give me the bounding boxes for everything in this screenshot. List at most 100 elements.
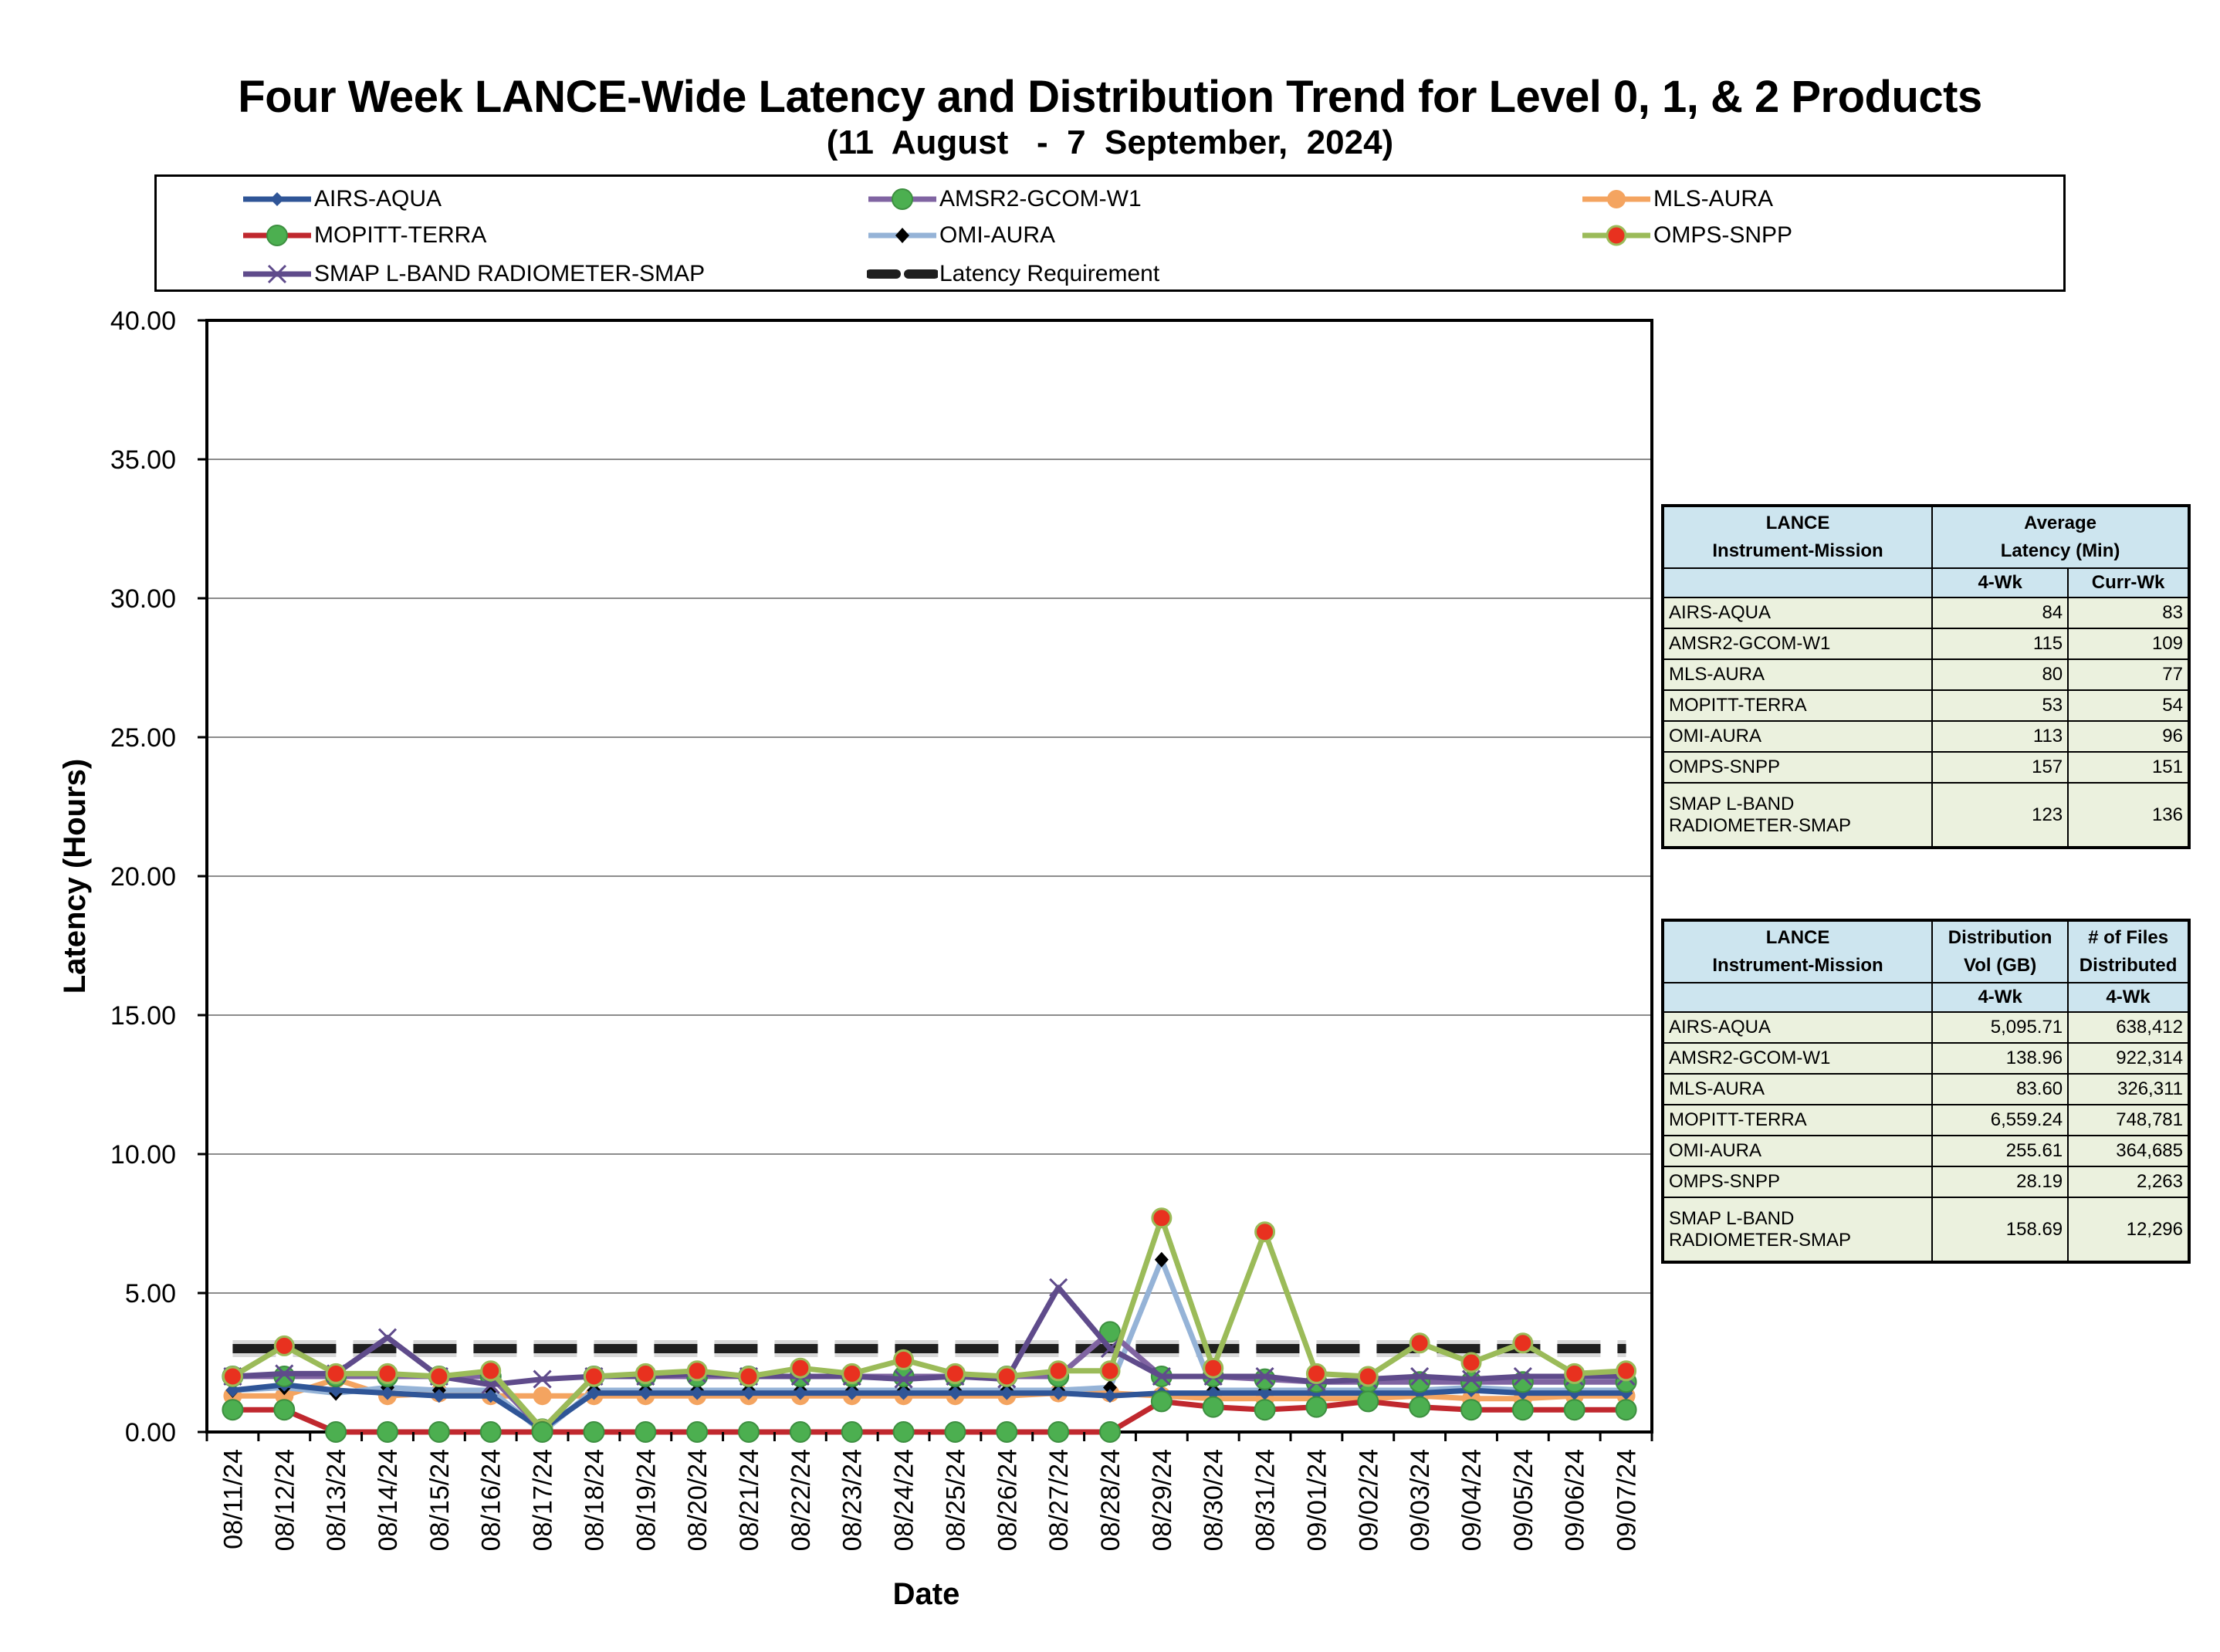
- data-point: [1409, 1332, 1430, 1354]
- latency-4wk: 115: [1931, 628, 2069, 660]
- header-mission: LANCE Instrument-Mission: [1661, 919, 1934, 983]
- legend-marker: [1606, 225, 1627, 246]
- data-point: [587, 1386, 601, 1400]
- data-point: [1563, 1399, 1585, 1421]
- data-point: [1257, 1386, 1272, 1400]
- y-tick-label: 20.00: [110, 862, 176, 892]
- header-text: Vol (GB): [1964, 955, 2037, 976]
- data-point: [790, 1357, 811, 1379]
- mission-name: AIRS-AQUA: [1661, 597, 1934, 629]
- distribution-vol: 158.69: [1931, 1197, 2069, 1263]
- legend-item: MLS-AURA: [1581, 184, 1773, 215]
- chart-legend: AIRS-AQUA AMSR2-GCOM-W1 MLS-AURA MOPITT-TER…: [154, 174, 2066, 292]
- data-point: [479, 1421, 502, 1443]
- x-tick-label: 08/23/24: [838, 1449, 868, 1551]
- data-point: [1461, 1369, 1481, 1389]
- legend-item: OMPS-SNPP: [1581, 220, 1792, 251]
- latency-4wk: 84: [1931, 597, 2069, 629]
- series-line: [231, 1215, 1626, 1432]
- y-tick-label: 5.00: [125, 1279, 176, 1308]
- subheader-vol: 4-Wk: [1931, 982, 2069, 1013]
- data-point: [1460, 1371, 1482, 1393]
- x-tick-label: 08/16/24: [477, 1449, 506, 1551]
- header-text: Distribution: [1948, 927, 2052, 948]
- table-row: AIRS-AQUA 84 83: [1661, 597, 2190, 629]
- y-axis-label: Latency (Hours): [58, 759, 92, 994]
- distribution-vol: 28.19: [1931, 1166, 2069, 1198]
- mission-name: MOPITT-TERRA: [1661, 689, 1934, 722]
- series-omps-snpp: [222, 1207, 1637, 1440]
- legend-item: SMAP L-BAND RADIOMETER-SMAP: [242, 259, 705, 289]
- mission-name: OMPS-SNPP: [1661, 1166, 1934, 1198]
- x-tick-label: 08/28/24: [1096, 1449, 1125, 1551]
- legend-label: OMPS-SNPP: [1653, 222, 1793, 248]
- files-distributed: 2,263: [2067, 1166, 2190, 1198]
- files-distributed: 922,314: [2067, 1042, 2190, 1075]
- data-point: [1564, 1363, 1585, 1384]
- x-tick-label: 08/19/24: [631, 1449, 661, 1551]
- data-point: [428, 1421, 450, 1443]
- data-point: [1099, 1421, 1121, 1443]
- legend-item: Latency Requirement: [867, 259, 1159, 289]
- x-tick-label: 08/25/24: [941, 1449, 970, 1551]
- y-tick-label: 30.00: [110, 584, 176, 614]
- header-text: LANCE: [1765, 513, 1830, 533]
- legend-marker: [892, 188, 913, 210]
- legend-marker: [267, 264, 287, 284]
- data-point: [381, 1386, 394, 1400]
- data-point: [1150, 1390, 1173, 1413]
- header-vol: Distribution Vol (GB): [1931, 919, 2069, 983]
- data-point: [1154, 1251, 1169, 1268]
- legend-swatch: [243, 225, 311, 246]
- y-tick-label: 40.00: [110, 306, 176, 336]
- table-row: MOPITT-TERRA 53 54: [1661, 689, 2190, 722]
- table-row: AIRS-AQUA 5,095.71 638,412: [1661, 1011, 2190, 1044]
- table-row: MOPITT-TERRA 6,559.24 748,781: [1661, 1104, 2190, 1136]
- data-point: [1460, 1352, 1482, 1373]
- data-point: [1151, 1207, 1173, 1229]
- x-tick-label: 08/22/24: [787, 1449, 816, 1551]
- data-point: [1460, 1399, 1482, 1421]
- latency-4wk: 80: [1931, 658, 2069, 691]
- gridlines: [207, 459, 1652, 1294]
- header-text: # of Files: [2088, 927, 2169, 948]
- legend-marker: [266, 225, 288, 246]
- x-tick-label: 08/11/24: [218, 1449, 248, 1549]
- data-point: [222, 1366, 243, 1387]
- header-text: Latency (Min): [2000, 540, 2120, 561]
- data-point: [1047, 1360, 1069, 1382]
- data-point: [1357, 1390, 1379, 1413]
- latency-currwk: 77: [2067, 658, 2190, 691]
- legend-label: AMSR2-GCOM-W1: [939, 186, 1142, 212]
- legend-item: MOPITT-TERRA: [242, 220, 486, 251]
- legend-label: SMAP L-BAND RADIOMETER-SMAP: [314, 261, 706, 286]
- data-point: [948, 1386, 963, 1400]
- legend-swatch: [867, 269, 938, 279]
- data-point: [275, 1364, 294, 1383]
- table-row: OMI-AURA 113 96: [1661, 720, 2190, 753]
- x-tick-label: 08/13/24: [322, 1449, 351, 1551]
- data-point: [844, 1386, 859, 1400]
- x-tick-label: 08/30/24: [1200, 1449, 1229, 1551]
- latency-table: LANCE Instrument-Mission Average Latency (…: [1661, 504, 2191, 849]
- latency-4wk: 53: [1931, 689, 2069, 722]
- legend-label: AIRS-AQUA: [314, 186, 442, 212]
- data-point: [1202, 1396, 1224, 1418]
- mission-name: MLS-AURA: [1661, 658, 1934, 691]
- x-tick-label: 09/01/24: [1302, 1449, 1332, 1551]
- table-row: MLS-AURA 83.60 326,311: [1661, 1073, 2190, 1105]
- data-point: [944, 1363, 966, 1384]
- table-row: AMSR2-GCOM-W1 115 109: [1661, 628, 2190, 660]
- data-point: [1152, 1366, 1171, 1386]
- data-point: [1254, 1221, 1276, 1243]
- latency-4wk: 157: [1931, 751, 2069, 784]
- data-point: [841, 1421, 863, 1443]
- data-point: [583, 1366, 604, 1387]
- data-point: [533, 1386, 552, 1406]
- data-point: [325, 1363, 347, 1384]
- legend-swatch: [1582, 190, 1650, 208]
- x-tick-label: 09/06/24: [1561, 1449, 1590, 1551]
- legend-swatch: [1582, 225, 1650, 246]
- subheader-currwk: Curr-Wk: [2067, 567, 2190, 598]
